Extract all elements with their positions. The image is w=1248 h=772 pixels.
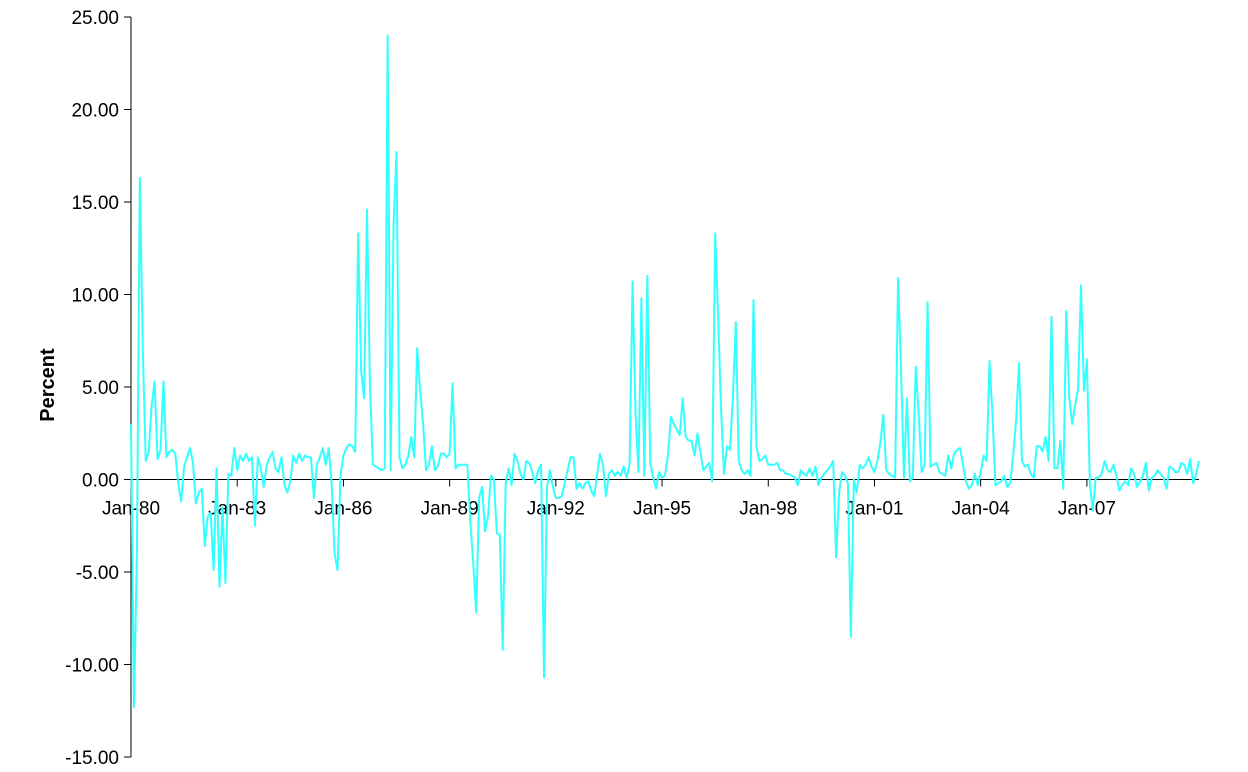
- x-tick-label: Jan-86: [314, 499, 372, 520]
- x-tick-label: Jan-04: [952, 499, 1011, 520]
- y-tick-label: 5.00: [82, 378, 119, 399]
- x-tick-label: Jan-89: [421, 499, 479, 520]
- y-tick-label: 10.00: [71, 286, 119, 307]
- x-tick-label: Jan-92: [527, 499, 585, 520]
- x-tick-label: Jan-07: [1058, 499, 1116, 520]
- y-tick-label: -10.00: [65, 656, 119, 677]
- x-tick-label: Jan-01: [845, 499, 903, 520]
- y-tick-label: 0.00: [82, 471, 119, 492]
- x-axis: Jan-80 Jan-83 Jan-86 Jan-89 Jan-92 Jan-95 Jan-…: [102, 479, 1199, 520]
- y-axis: 25.00 20.00 15.00 10.00 5.00 0.00 -5.00 -10.00 -…: [65, 8, 132, 769]
- y-tick-label: 25.00: [71, 8, 119, 29]
- series-layer: [130, 34, 1200, 709]
- x-tick-label: Jan-98: [739, 499, 797, 520]
- y-tick-label: -5.00: [76, 563, 119, 584]
- y-axis-title: Percent: [37, 348, 59, 422]
- x-tick-label: Jan-95: [633, 499, 691, 520]
- y-tick-label: -15.00: [65, 748, 119, 769]
- series-line: [130, 34, 1200, 709]
- y-tick-label: 20.00: [71, 101, 119, 122]
- y-tick-label: 15.00: [71, 193, 119, 214]
